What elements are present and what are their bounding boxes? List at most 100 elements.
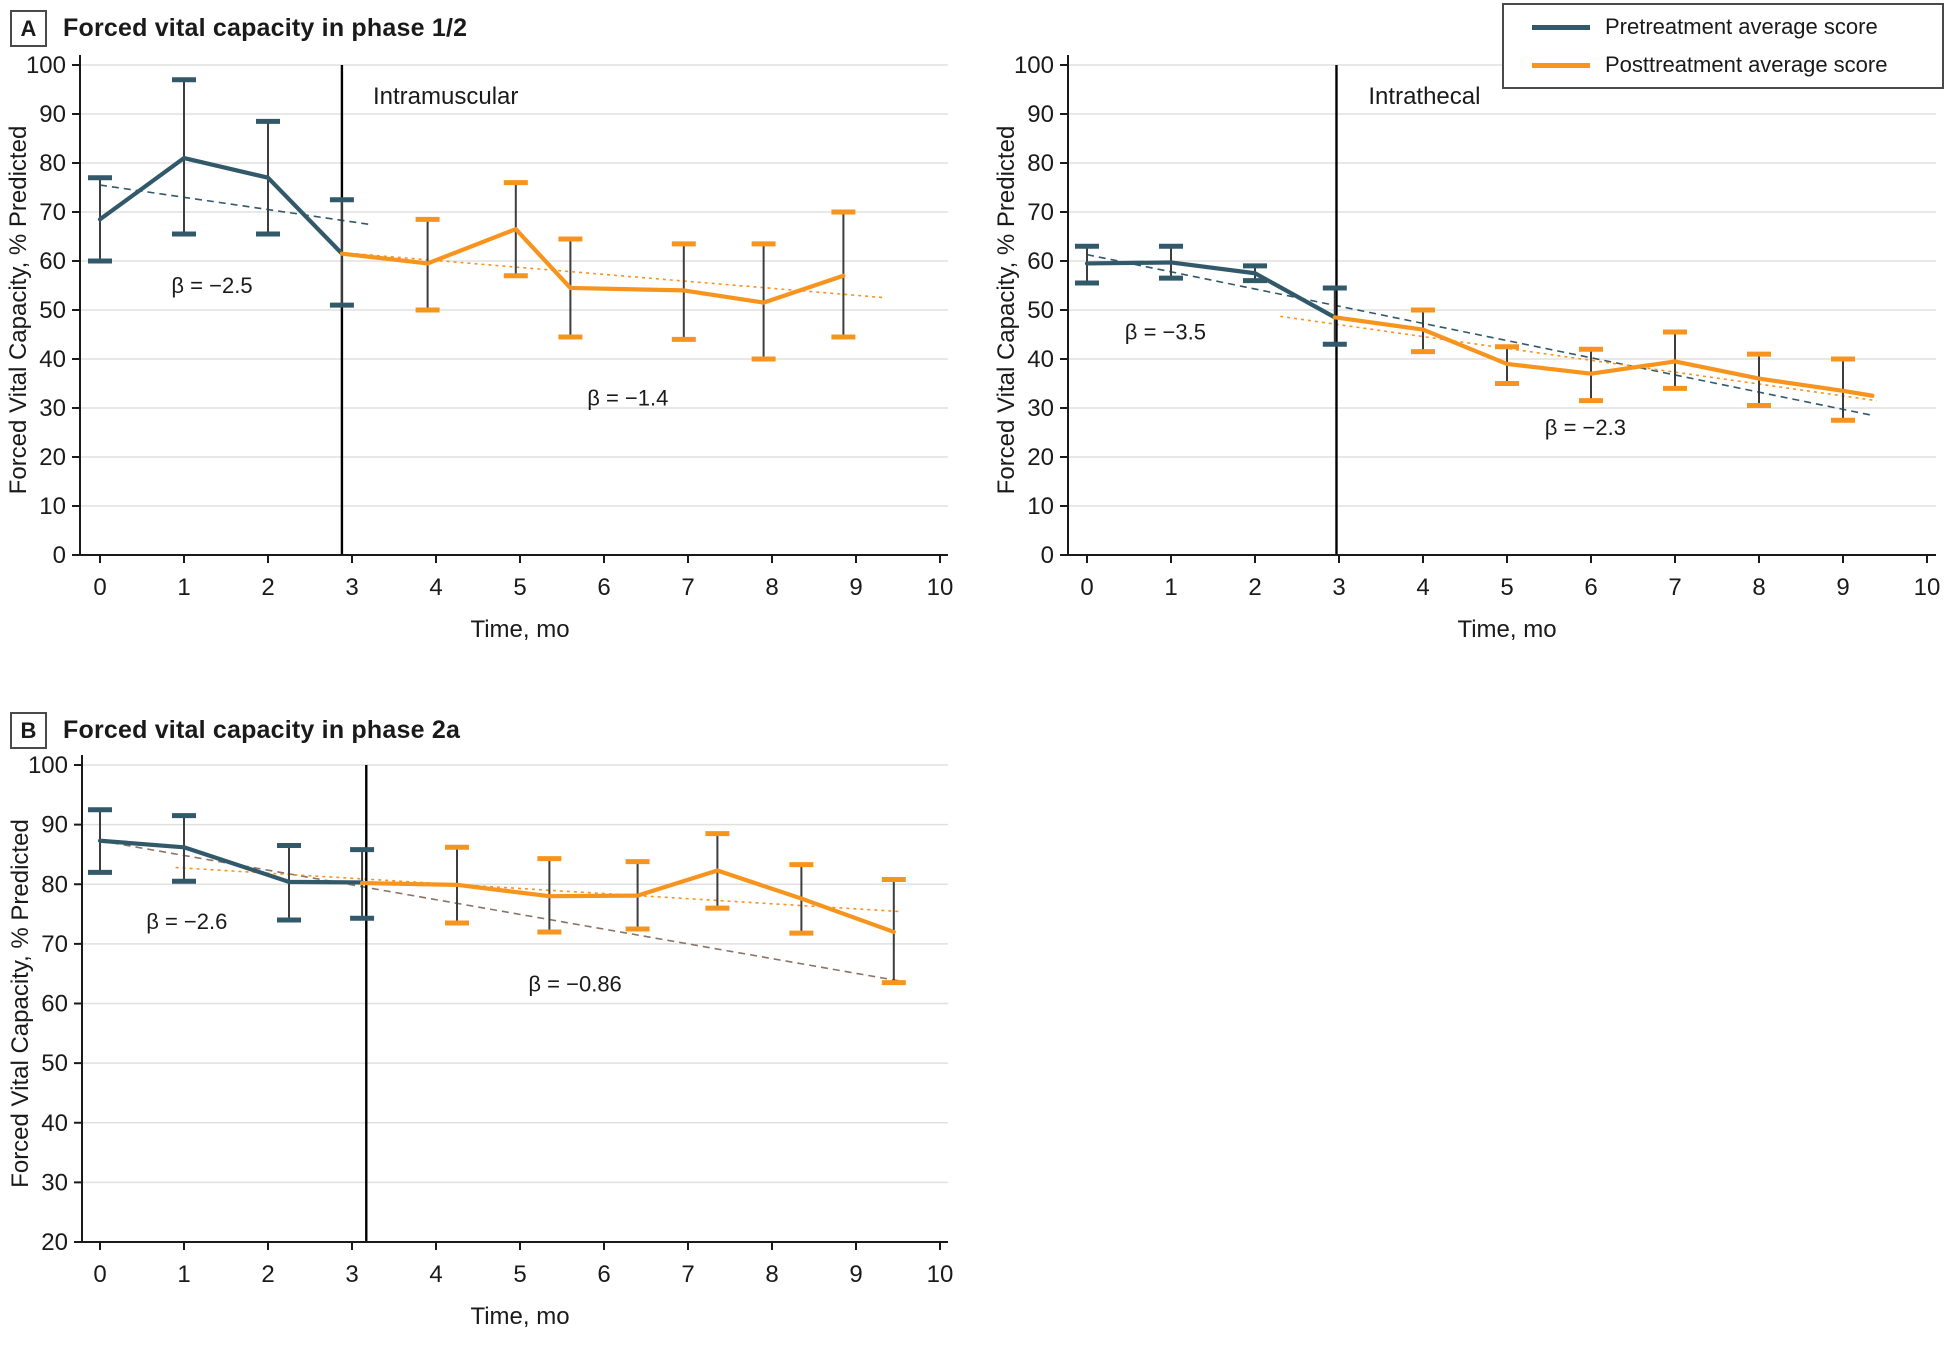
series-line-pretreatment [97, 838, 365, 885]
y-tick-label: 80 [1027, 150, 1054, 177]
y-tick-label: 70 [39, 199, 66, 226]
x-tick-label: 4 [429, 1261, 442, 1288]
x-tick-label: 5 [1500, 574, 1513, 601]
legend-label-pretreatment: Pretreatment average score [1605, 14, 1878, 39]
x-tick-label: 1 [177, 574, 190, 601]
y-tick-label: 50 [39, 297, 66, 324]
beta-annotation: β = −0.86 [528, 972, 621, 997]
y-tick-label: 100 [1014, 52, 1054, 79]
x-tick-label: 6 [597, 1261, 610, 1288]
y-tick-label: 60 [41, 991, 68, 1018]
x-tick-label: 9 [1836, 574, 1849, 601]
series-line-posttreatment [1332, 315, 1875, 398]
posttreatment-line-swatch [1532, 62, 1590, 68]
legend-label-posttreatment: Posttreatment average score [1605, 52, 1888, 77]
y-tick-label: 50 [41, 1050, 68, 1077]
series-line-posttreatment [359, 868, 896, 935]
x-tick-label: 4 [1416, 574, 1429, 601]
panel-b-tag: B [10, 712, 47, 749]
y-tick-label: 70 [41, 931, 68, 958]
y-tick-label: 50 [1027, 297, 1054, 324]
x-tick-label: 7 [1668, 574, 1681, 601]
y-axis-title: Forced Vital Capacity, % Predicted [993, 126, 1020, 495]
y-axis-title: Forced Vital Capacity, % Predicted [5, 126, 32, 495]
trend-line-posttreatment [1280, 315, 1877, 402]
x-tick-label: 10 [927, 1261, 954, 1288]
y-tick-label: 30 [1027, 395, 1054, 422]
x-tick-label: 3 [345, 1261, 358, 1288]
y-tick-label: 100 [26, 52, 66, 79]
x-axis-title: Time, mo [470, 616, 569, 643]
x-tick-label: 9 [849, 1261, 862, 1288]
beta-annotation: β = −2.5 [171, 273, 252, 298]
x-tick-label: 6 [1584, 574, 1597, 601]
y-tick-label: 20 [41, 1229, 68, 1256]
x-tick-label: 6 [597, 574, 610, 601]
x-tick-label: 1 [1164, 574, 1177, 601]
y-axis-title: Forced Vital Capacity, % Predicted [7, 819, 34, 1188]
x-axis-title: Time, mo [470, 1303, 569, 1330]
trend-line-pretreatment [99, 184, 369, 226]
x-tick-label: 7 [681, 574, 694, 601]
y-tick-label: 10 [1027, 493, 1054, 520]
legend-item-pretreatment: Pretreatment average score [1532, 14, 1942, 40]
beta-annotation: β = −2.6 [146, 909, 227, 934]
series-line-posttreatment [339, 227, 846, 305]
x-tick-label: 8 [1752, 574, 1765, 601]
y-tick-label: 70 [1027, 199, 1054, 226]
y-tick-label: 80 [39, 150, 66, 177]
legend-item-posttreatment: Posttreatment average score [1532, 52, 1942, 78]
y-tick-label: 40 [1027, 346, 1054, 373]
panel-a-header: A Forced vital capacity in phase 1/2 [10, 10, 467, 47]
x-tick-label: 5 [513, 574, 526, 601]
trend-line-posttreatment [175, 866, 903, 913]
x-tick-label: 0 [1080, 574, 1093, 601]
y-tick-label: 10 [39, 493, 66, 520]
y-tick-label: 90 [41, 812, 68, 839]
x-tick-label: 8 [765, 1261, 778, 1288]
x-tick-label: 2 [261, 1261, 274, 1288]
x-tick-label: 8 [765, 574, 778, 601]
beta-annotation: β = −3.5 [1125, 319, 1206, 344]
y-tick-label: 0 [1041, 542, 1054, 569]
x-tick-label: 7 [681, 1261, 694, 1288]
x-tick-label: 0 [93, 574, 106, 601]
x-tick-label: 10 [927, 574, 954, 601]
y-tick-label: 20 [39, 444, 66, 471]
y-tick-label: 60 [1027, 248, 1054, 275]
y-tick-label: 0 [53, 542, 66, 569]
x-tick-label: 2 [1248, 574, 1261, 601]
y-tick-label: 30 [39, 395, 66, 422]
beta-annotation: β = −1.4 [587, 386, 668, 411]
y-tick-label: 40 [41, 1110, 68, 1137]
y-tick-label: 20 [1027, 444, 1054, 471]
x-tick-label: 0 [93, 1261, 106, 1288]
series-line-pretreatment [1084, 260, 1337, 320]
x-tick-label: 2 [261, 574, 274, 601]
panel-a-tag: A [10, 10, 47, 47]
panel-b-header: B Forced vital capacity in phase 2a [10, 712, 460, 749]
chart-inner-title: Intrathecal [1368, 83, 1480, 110]
y-tick-label: 60 [39, 248, 66, 275]
panel-a-title: Forced vital capacity in phase 1/2 [63, 14, 468, 42]
y-tick-label: 90 [39, 101, 66, 128]
panel-b-title: Forced vital capacity in phase 2a [63, 716, 461, 744]
beta-annotation: β = −2.3 [1545, 415, 1626, 440]
pretreatment-line-swatch [1532, 24, 1590, 30]
x-tick-label: 9 [849, 574, 862, 601]
x-tick-label: 10 [1914, 574, 1941, 601]
trend-line-pretreatment [1086, 253, 1873, 417]
legend: Pretreatment average score Posttreatment… [1502, 3, 1944, 89]
x-tick-label: 5 [513, 1261, 526, 1288]
y-tick-label: 90 [1027, 101, 1054, 128]
x-tick-label: 3 [1332, 574, 1345, 601]
x-axis-title: Time, mo [1457, 616, 1556, 643]
x-tick-label: 1 [177, 1261, 190, 1288]
y-tick-label: 100 [28, 752, 68, 779]
series-line-pretreatment [97, 156, 345, 256]
chart-inner-title: Intramuscular [373, 83, 518, 110]
x-tick-label: 3 [345, 574, 358, 601]
x-tick-label: 4 [429, 574, 442, 601]
y-tick-label: 40 [39, 346, 66, 373]
